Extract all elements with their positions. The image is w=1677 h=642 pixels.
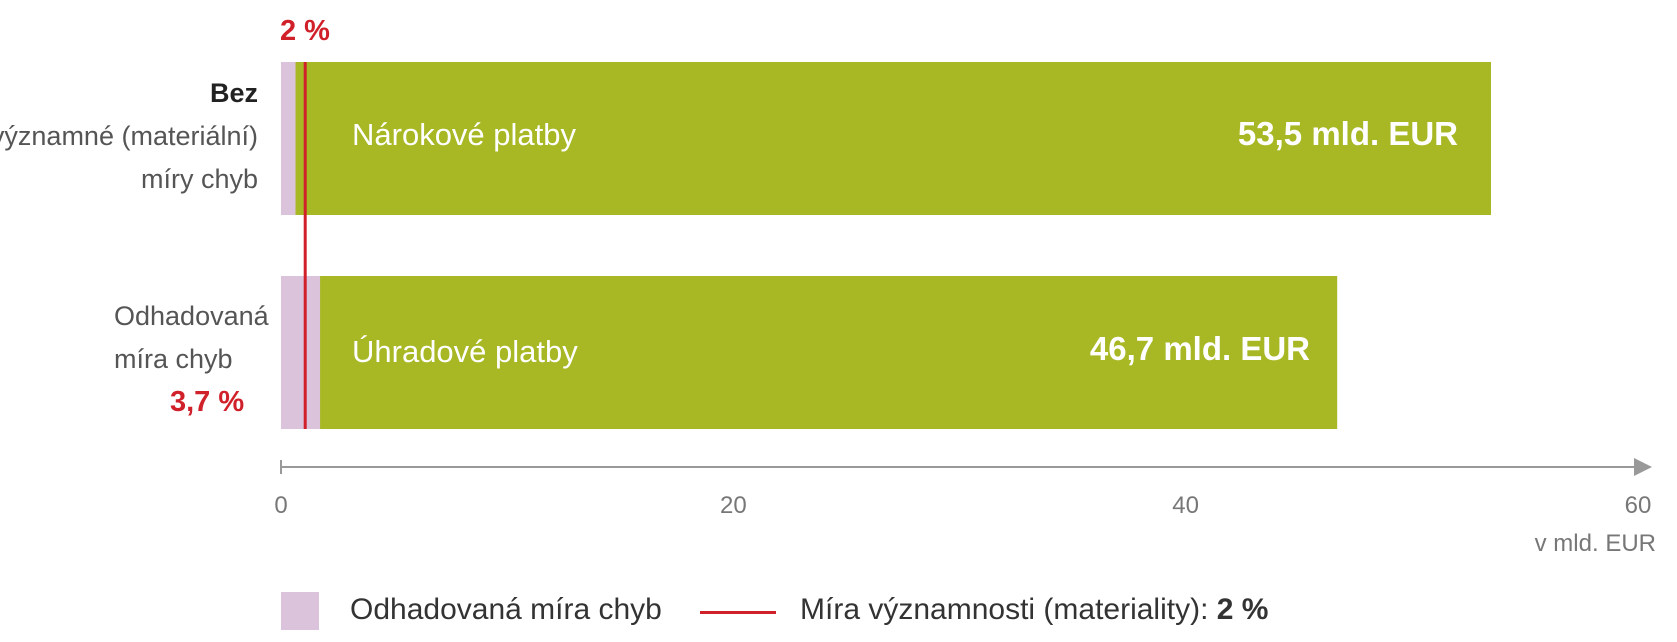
category-2-label-line-1: Odhadovaná bbox=[114, 301, 269, 331]
category-1-label-line-2: míry chyb bbox=[140, 164, 258, 194]
category-1-label-bold: Bez bbox=[209, 78, 258, 108]
bar-2-name: Úhradové platby bbox=[352, 334, 578, 369]
legend-swatch-error bbox=[281, 592, 319, 630]
x-tick-label-60: 60 bbox=[1624, 492, 1652, 519]
legend-materiality-prefix: Míra významnosti (materiality): bbox=[800, 593, 1217, 626]
legend-swatch-materiality bbox=[700, 611, 776, 614]
x-tick-label-0: 0 bbox=[274, 492, 288, 519]
category-2-label-rate: 3,7 % bbox=[170, 386, 245, 418]
category-2-label-line-2: míra chyb bbox=[114, 344, 233, 374]
legend-label-materiality: Míra významnosti (materiality): 2 % bbox=[800, 593, 1268, 627]
bar-1 bbox=[281, 62, 1491, 215]
legend-label-error: Odhadovaná míra chyb bbox=[350, 593, 662, 626]
bar-1-error-segment bbox=[281, 62, 296, 215]
bars-group bbox=[281, 62, 1491, 429]
x-axis-arrow bbox=[1634, 458, 1652, 476]
bar-2 bbox=[281, 276, 1338, 429]
bar-1-value-label: 53,5 mld. EUR bbox=[1237, 115, 1458, 152]
materiality-top-label: 2 % bbox=[280, 15, 330, 47]
bar-1-name: Nárokové platby bbox=[352, 117, 577, 152]
x-tick-label-20: 20 bbox=[719, 492, 747, 519]
bar-2-value-label: 46,7 mld. EUR bbox=[1089, 330, 1310, 367]
x-tick-label-40: 40 bbox=[1172, 492, 1199, 519]
bar-2-error-segment bbox=[281, 276, 321, 429]
category-1-label-line-1: významné (materiální) bbox=[0, 121, 258, 151]
x-axis-unit-label: v mld. EUR bbox=[1534, 530, 1656, 557]
legend-materiality-value: 2 % bbox=[1216, 593, 1269, 626]
